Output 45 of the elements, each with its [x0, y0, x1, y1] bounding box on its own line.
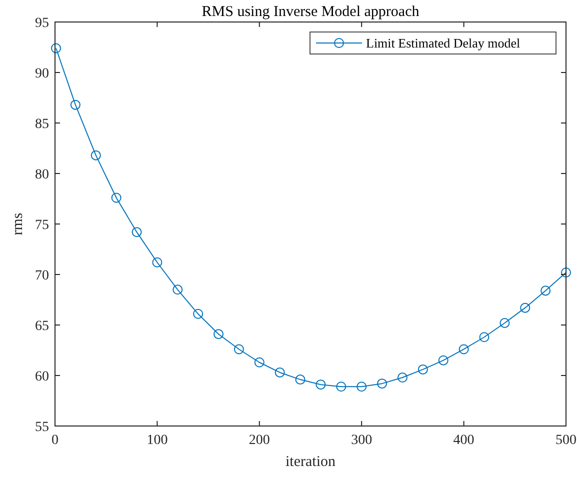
x-tick-label: 100: [146, 433, 168, 448]
x-tick-label: 400: [453, 433, 474, 448]
point: [295, 374, 306, 385]
point: [254, 357, 264, 368]
y-tick-label: 85: [35, 116, 49, 132]
point: [500, 318, 510, 328]
x-tick-label: 200: [248, 433, 270, 448]
point: [336, 382, 346, 392]
point: [458, 344, 469, 354]
point: [214, 329, 224, 340]
point: [356, 382, 367, 392]
point: [316, 380, 326, 390]
point: [51, 43, 62, 54]
point: [397, 372, 408, 383]
point: [90, 150, 101, 160]
y-tick-label: 55: [35, 420, 49, 435]
point: [274, 367, 285, 378]
point: [540, 286, 551, 296]
point: [479, 332, 490, 342]
point: [234, 344, 244, 354]
point: [520, 302, 530, 313]
x-axis-title: iteration: [286, 454, 336, 470]
point: [418, 364, 428, 374]
x-tick-label: 0: [52, 433, 58, 448]
y-tick-label: 90: [35, 66, 49, 82]
y-axis-title: rms: [10, 212, 26, 236]
chart-title: RMS using Inverse Model approach: [202, 4, 420, 20]
y-tick-label: 60: [35, 369, 49, 384]
y-tick-label: 70: [35, 268, 49, 284]
point: [152, 257, 162, 268]
y-tick-label: 75: [35, 218, 49, 233]
y-tick-label: 80: [35, 167, 49, 182]
point: [193, 308, 204, 319]
point: [561, 267, 571, 278]
y-tick-label: 95: [35, 16, 49, 31]
point: [438, 355, 448, 366]
y-tick-label: 65: [35, 318, 49, 334]
x-tick-label: 300: [351, 433, 372, 448]
point: [132, 227, 142, 238]
point: [70, 100, 80, 110]
point: [172, 284, 183, 295]
point: [377, 378, 388, 389]
x-tick-label: 500: [556, 433, 576, 448]
point: [111, 192, 122, 203]
legend-label: Limit Estimated Delay model: [366, 36, 521, 51]
